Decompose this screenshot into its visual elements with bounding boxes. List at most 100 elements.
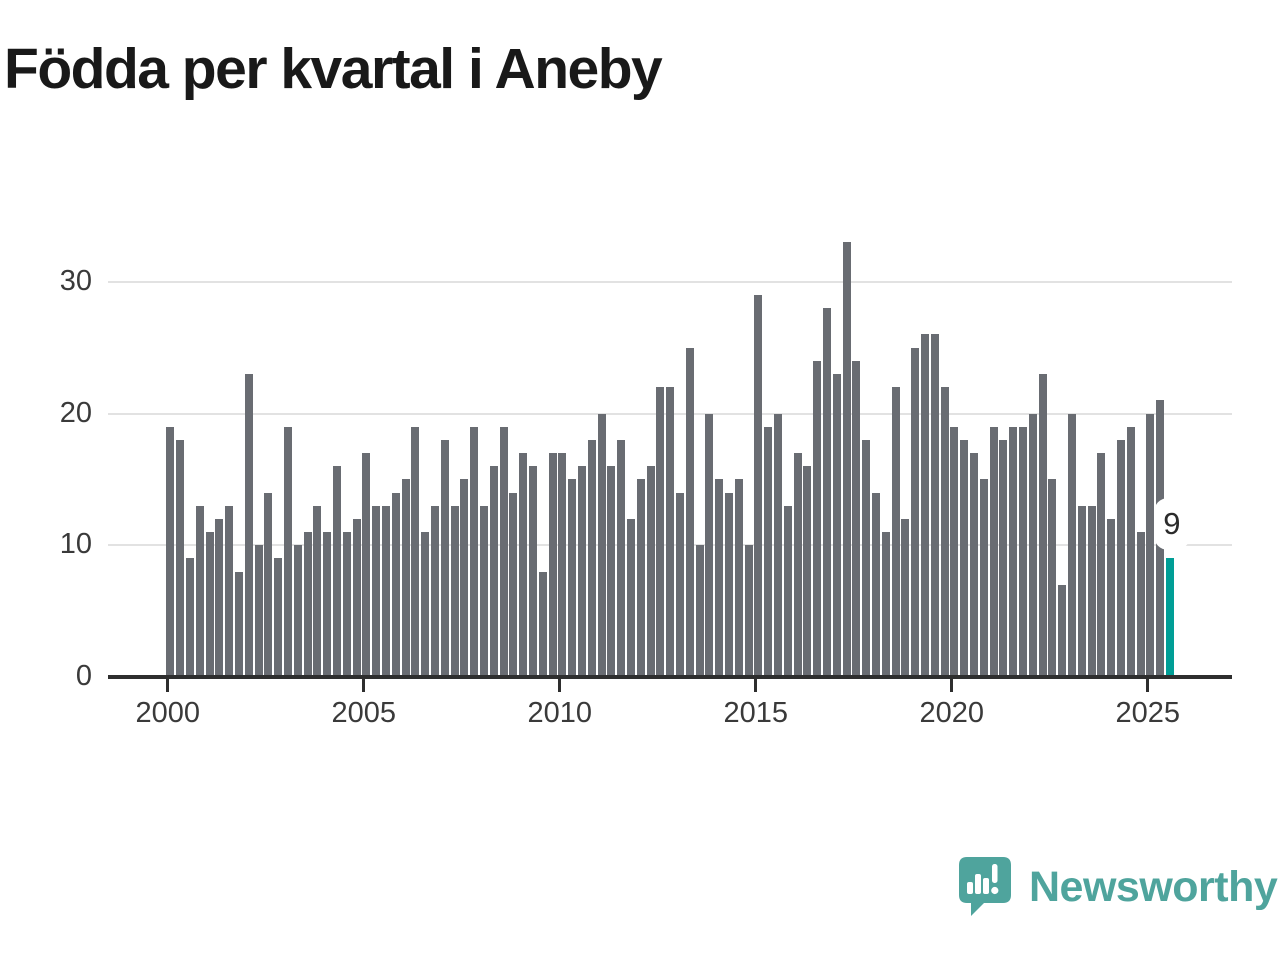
bar xyxy=(813,360,822,677)
bar xyxy=(636,479,645,677)
x-axis-label: 2020 xyxy=(919,697,985,729)
bar xyxy=(372,505,381,677)
latest-value-label: 9 xyxy=(1153,498,1190,551)
bar xyxy=(656,387,665,677)
bar xyxy=(930,334,939,677)
bar xyxy=(244,373,253,677)
bar xyxy=(342,532,351,677)
bar xyxy=(1126,426,1135,677)
bar xyxy=(205,532,214,677)
bar xyxy=(999,439,1008,677)
bar xyxy=(920,334,929,677)
bar xyxy=(195,505,204,677)
bar xyxy=(215,518,224,677)
bar xyxy=(538,571,547,677)
bar xyxy=(362,453,371,677)
bar xyxy=(862,439,871,677)
bar xyxy=(950,426,959,677)
bar xyxy=(587,439,596,677)
bar xyxy=(989,426,998,677)
bar xyxy=(558,453,567,677)
bar xyxy=(626,518,635,677)
bar xyxy=(401,479,410,677)
bar xyxy=(1058,584,1067,677)
x-axis-tick xyxy=(754,679,758,692)
bar xyxy=(734,479,743,677)
bar xyxy=(166,426,175,677)
bar xyxy=(695,545,704,677)
bar xyxy=(1018,426,1027,677)
bar xyxy=(617,439,626,677)
x-axis-label: 2015 xyxy=(723,697,789,729)
x-axis-label: 2025 xyxy=(1115,697,1181,729)
bar xyxy=(234,571,243,677)
bar xyxy=(1009,426,1018,677)
bar xyxy=(293,545,302,677)
bar xyxy=(519,453,528,677)
y-axis-label: 20 xyxy=(59,396,92,429)
bar xyxy=(822,308,831,677)
x-axis-label: 2010 xyxy=(527,697,593,729)
x-axis-tick xyxy=(362,679,366,692)
bar xyxy=(440,439,449,677)
x-axis-tick xyxy=(1146,679,1150,692)
bar xyxy=(577,466,586,677)
bar xyxy=(911,347,920,677)
x-axis-label: 2000 xyxy=(135,697,201,729)
bar xyxy=(979,479,988,677)
bar xyxy=(646,466,655,677)
bar xyxy=(793,453,802,677)
bar xyxy=(411,426,420,677)
bar xyxy=(901,518,910,677)
bar xyxy=(528,466,537,677)
bar xyxy=(1146,413,1155,677)
bar xyxy=(489,466,498,677)
bar xyxy=(430,505,439,677)
bar xyxy=(783,505,792,677)
bar xyxy=(715,479,724,677)
bar xyxy=(460,479,469,677)
bar xyxy=(1077,505,1086,677)
bar xyxy=(960,439,969,677)
x-axis-tick xyxy=(950,679,954,692)
bar xyxy=(323,532,332,677)
bar xyxy=(274,558,283,677)
bar xyxy=(705,413,714,677)
bar xyxy=(724,492,733,677)
bar xyxy=(871,492,880,677)
bar xyxy=(391,492,400,677)
bar xyxy=(1028,413,1037,677)
bar xyxy=(1087,505,1096,677)
bar xyxy=(313,505,322,677)
bar xyxy=(773,413,782,677)
bar xyxy=(225,505,234,677)
bar xyxy=(568,479,577,677)
y-axis-label: 30 xyxy=(59,264,92,297)
bar xyxy=(499,426,508,677)
bar xyxy=(754,294,763,677)
bar xyxy=(675,492,684,677)
gridline-y-30 xyxy=(108,280,1232,283)
chart-title: Födda per kvartal i Aneby xyxy=(4,37,663,101)
bar xyxy=(597,413,606,677)
bar xyxy=(352,518,361,677)
bar xyxy=(803,466,812,677)
bar xyxy=(450,505,459,677)
bar xyxy=(332,466,341,677)
newsworthy-bubble-chart-icon xyxy=(959,857,1011,916)
x-axis-tick xyxy=(558,679,562,692)
newsworthy-logo: Newsworthy xyxy=(958,856,1278,918)
bar xyxy=(185,558,194,677)
bar xyxy=(1067,413,1076,677)
bar xyxy=(685,347,694,677)
bar xyxy=(421,532,430,677)
bar xyxy=(1097,453,1106,677)
bar xyxy=(381,505,390,677)
x-axis-line xyxy=(108,675,1232,679)
bar xyxy=(283,426,292,677)
bar xyxy=(1107,518,1116,677)
bar xyxy=(479,505,488,677)
y-axis-label: 10 xyxy=(59,528,92,561)
x-axis-tick xyxy=(166,679,170,692)
